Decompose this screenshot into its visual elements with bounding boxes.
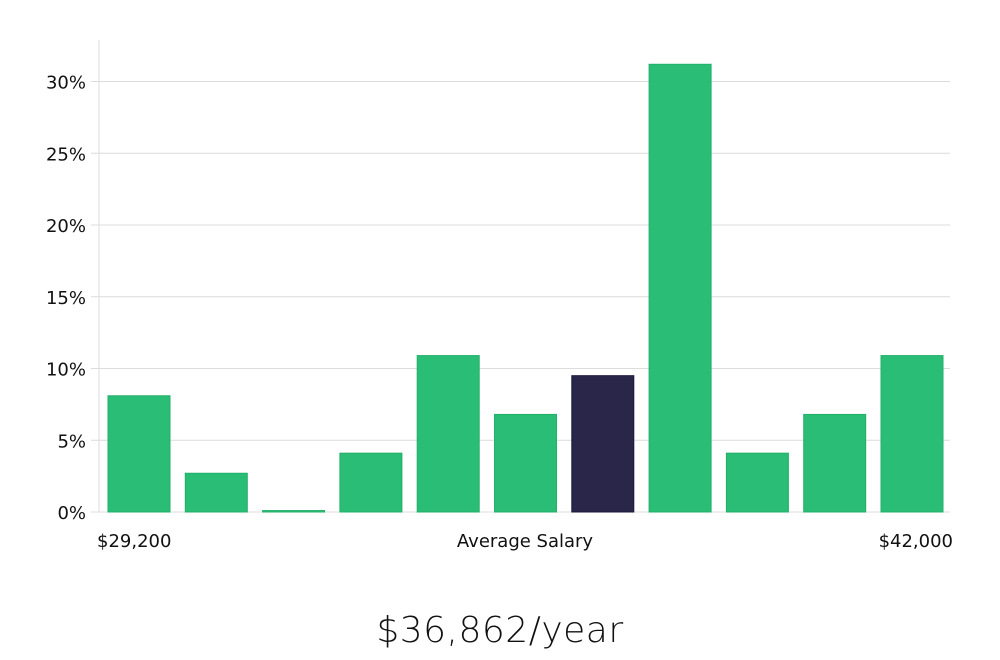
y-tick-label: 30%	[46, 73, 86, 94]
y-tick-labels: 0% 5% 10% 15% 20% 25% 30%	[46, 73, 86, 525]
x-max-label: $42,000	[879, 531, 953, 552]
bar	[262, 510, 326, 513]
bar	[184, 472, 248, 513]
y-tick-label: 0%	[57, 503, 86, 524]
bars	[107, 63, 944, 513]
bar	[880, 355, 944, 513]
bar	[803, 413, 867, 513]
average-salary-value: $36,862/year	[376, 610, 624, 651]
y-tick-label: 20%	[46, 216, 86, 237]
bar	[339, 452, 403, 513]
y-gridlines	[91, 81, 950, 513]
y-tick-label: 5%	[57, 431, 86, 452]
bar	[416, 355, 480, 513]
bar-highlighted	[571, 375, 635, 513]
x-min-label: $29,200	[97, 531, 171, 552]
y-tick-label: 25%	[46, 144, 86, 165]
x-axis-label: Average Salary	[457, 531, 594, 552]
y-tick-label: 15%	[46, 288, 86, 309]
bar	[107, 395, 171, 513]
y-tick-label: 10%	[46, 360, 86, 381]
bar	[725, 452, 789, 513]
bar	[648, 63, 712, 513]
bar	[494, 413, 557, 513]
salary-histogram: 0% 5% 10% 15% 20% 25% 30% $29,200 Average Sala…	[46, 40, 953, 552]
